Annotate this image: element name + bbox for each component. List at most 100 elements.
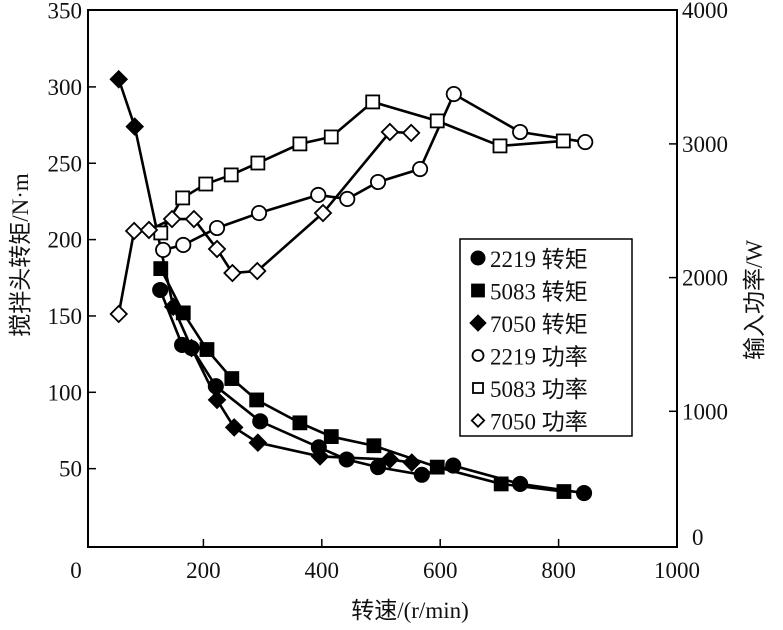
y2-tick-label: 4000	[682, 0, 728, 23]
data-point	[175, 190, 191, 206]
data-point	[310, 447, 330, 466]
data-point	[223, 167, 239, 183]
data-point	[369, 459, 387, 476]
data-point	[380, 450, 400, 469]
legend: 2219 转矩 5083 转矩 7050 转矩 2219 功率 5083 功率 7050 …	[459, 238, 633, 437]
data-point	[224, 371, 240, 386]
data-point	[576, 485, 593, 502]
data-point	[492, 138, 508, 154]
x-axis-label: 转速/(r/min)	[351, 598, 469, 623]
data-point	[338, 451, 355, 468]
data-point	[199, 342, 215, 357]
data-point	[310, 186, 327, 204]
data-point	[512, 123, 529, 141]
y-tick-label: 50	[59, 457, 82, 482]
legend-label: 7050 功率	[490, 410, 588, 435]
data-point	[292, 136, 308, 152]
series-2219-功率	[155, 85, 594, 258]
data-point	[252, 413, 269, 430]
data-point	[155, 241, 172, 258]
series-5083-转矩	[153, 261, 572, 499]
y-axis-label: 搅拌头转矩/N·m	[8, 173, 33, 337]
legend-marker	[470, 413, 486, 428]
y-tick-label: 150	[48, 304, 83, 329]
legend-marker	[471, 349, 485, 362]
x-tick-label: 0	[70, 558, 82, 583]
legend-marker	[472, 382, 484, 394]
plot-frame	[87, 9, 678, 548]
data-point	[555, 133, 571, 149]
data-point	[402, 453, 422, 472]
data-point	[445, 85, 462, 103]
y-tick-label: 200	[48, 228, 83, 253]
y-tick-label: 250	[48, 151, 83, 176]
series-5083-功率	[153, 94, 571, 241]
data-point	[429, 459, 445, 475]
data-point	[249, 392, 265, 408]
y2-tick-label: 3000	[682, 132, 728, 157]
legend-label: 2219 功率	[490, 345, 588, 370]
data-point	[248, 433, 268, 453]
y2-axis-label: 输入功率/W	[742, 240, 767, 360]
series-line	[117, 78, 412, 464]
y2-tick-label: 1000	[682, 399, 728, 424]
x-tick-label: 800	[541, 558, 576, 583]
data-point	[556, 484, 572, 499]
x-tick-label: 1000	[654, 558, 700, 583]
data-point	[323, 129, 339, 145]
data-point	[313, 203, 333, 223]
data-point	[182, 338, 201, 358]
y-tick-label: 350	[48, 0, 83, 24]
y2-tick-label: 2000	[682, 266, 728, 291]
data-point	[292, 415, 308, 431]
data-point	[139, 220, 159, 240]
x-tick-label: 200	[186, 558, 221, 583]
y-tick-label: 300	[48, 75, 83, 100]
data-point	[207, 390, 227, 410]
data-point	[247, 261, 267, 281]
data-point	[109, 304, 129, 324]
data-point	[339, 190, 356, 208]
data-point	[250, 155, 266, 171]
legend-label: 5083 转矩	[490, 280, 588, 305]
series-7050-转矩	[109, 69, 422, 472]
data-point	[401, 123, 421, 143]
legend-marker	[470, 250, 486, 266]
data-point	[369, 173, 387, 191]
y2-tick-label: 0	[692, 525, 704, 550]
data-point	[223, 263, 242, 283]
legend-marker	[471, 283, 485, 298]
x-tick-label: 600	[423, 558, 458, 583]
data-point	[380, 122, 400, 142]
y-tick-label: 100	[48, 380, 83, 405]
data-point	[429, 113, 445, 129]
data-point	[577, 133, 594, 151]
legend-label: 2219 转矩	[490, 247, 588, 272]
data-point	[208, 219, 226, 237]
data-point	[323, 429, 339, 444]
x-tick-label: 400	[305, 558, 340, 583]
data-point	[125, 117, 145, 136]
data-point	[412, 160, 429, 178]
data-point	[152, 281, 169, 299]
data-point	[366, 438, 382, 454]
data-point	[162, 209, 182, 229]
series-7050-功率	[109, 122, 421, 324]
data-point	[365, 94, 381, 110]
data-point	[198, 176, 214, 192]
data-point	[250, 204, 268, 222]
data-point	[124, 221, 144, 241]
legend-label: 5083 功率	[490, 377, 588, 402]
legend-label: 7050 转矩	[490, 312, 588, 337]
data-point	[109, 69, 129, 89]
legend-box	[459, 238, 633, 437]
data-point	[184, 209, 204, 229]
data-point	[175, 236, 192, 254]
data-point	[512, 475, 529, 492]
legend-marker	[469, 314, 487, 332]
data-point	[413, 466, 430, 483]
data-point	[493, 476, 509, 492]
data-point	[163, 297, 183, 317]
data-point	[224, 418, 244, 437]
